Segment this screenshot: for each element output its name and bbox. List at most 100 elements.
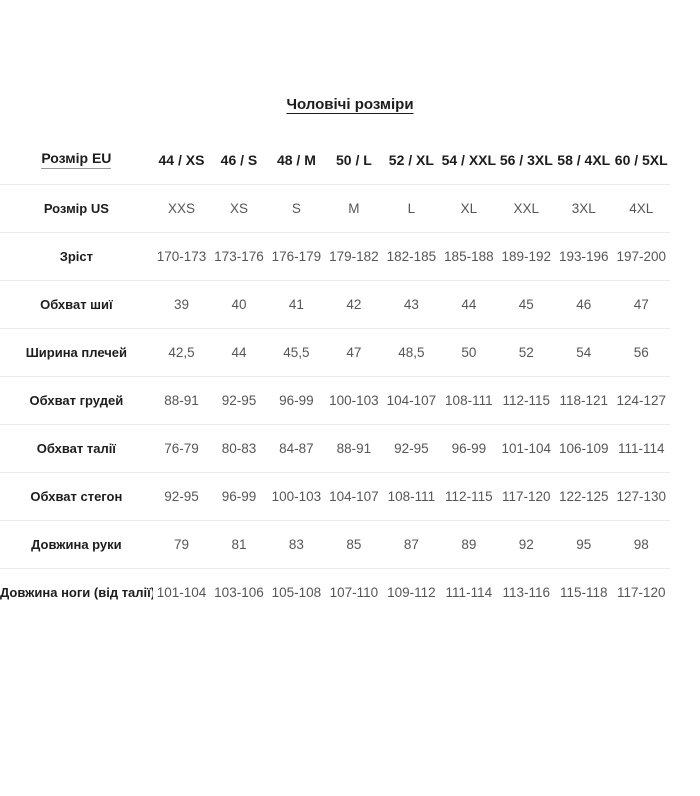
- column-header-size: 58 / 4XL: [557, 151, 611, 168]
- row-label: Обхват шиї: [40, 296, 113, 312]
- mens-sizes-title-link[interactable]: Чоловічі розміри: [286, 96, 414, 113]
- size-value: 109-112: [387, 584, 436, 600]
- size-value: 112-115: [502, 392, 551, 408]
- size-value: 84-87: [279, 440, 314, 456]
- size-value: 89: [461, 536, 477, 552]
- column-header-size: 52 / XL: [388, 151, 434, 168]
- size-value: 40: [231, 296, 247, 312]
- table-row: Обхват шиї 39 40 41 42 43 44 45 46 47: [0, 280, 670, 328]
- size-value: 96-99: [451, 440, 487, 456]
- size-value: 108-111: [445, 392, 493, 408]
- size-value: 46: [576, 296, 592, 312]
- size-value: 112-115: [445, 488, 493, 504]
- size-value: 176-179: [271, 248, 322, 264]
- row-label: Розмір US: [43, 200, 109, 216]
- size-value: 3XL: [571, 200, 596, 216]
- size-value: 189-192: [501, 248, 552, 264]
- column-header-size: 48 / M: [276, 151, 316, 168]
- size-value: 117-120: [616, 584, 666, 600]
- size-chart-container: Розмір EU 44 / XS 46 / S 48 / M 50 / L 52 / …: [0, 136, 700, 616]
- size-value: 105-108: [271, 584, 322, 600]
- size-value: 170-173: [156, 248, 207, 264]
- size-value: 108-111: [387, 488, 436, 504]
- table-row: Довжина руки 79 81 83 85 87 89 92 95 98: [0, 520, 670, 568]
- size-value: 56: [633, 344, 649, 360]
- size-value: 50: [461, 344, 477, 360]
- size-value: 43: [403, 296, 419, 312]
- column-header-size: 50 / L: [335, 151, 372, 168]
- size-value: 98: [633, 536, 649, 552]
- size-value: 111-114: [445, 584, 493, 600]
- row-label: Зріст: [59, 248, 94, 264]
- size-value: 193-196: [558, 248, 609, 264]
- size-value: 197-200: [616, 248, 667, 264]
- size-value: XXS: [167, 200, 195, 216]
- column-header-size: 54 / XXL: [441, 151, 497, 168]
- size-value: 47: [346, 344, 362, 360]
- size-value: L: [407, 200, 416, 216]
- column-header-size: 56 / 3XL: [499, 151, 553, 168]
- row-label: Довжина ноги (від талії): [0, 584, 153, 600]
- size-value: 85: [346, 536, 362, 552]
- size-value: 52: [518, 344, 534, 360]
- size-value: 173-176: [214, 248, 264, 264]
- size-value: 83: [288, 536, 304, 552]
- size-eu-link[interactable]: Розмір EU: [41, 150, 112, 170]
- size-value: 44: [461, 296, 477, 312]
- row-label: Обхват талії: [36, 440, 116, 456]
- size-value: 96-99: [279, 392, 314, 408]
- table-row: Обхват талії 76-79 80-83 84-87 88-91 92-95 96-…: [0, 424, 670, 472]
- size-value: 179-182: [329, 248, 379, 264]
- size-value: 88-91: [336, 440, 372, 456]
- size-value: XXL: [513, 200, 540, 216]
- size-value: 107-110: [329, 584, 379, 600]
- size-value: 54: [576, 344, 592, 360]
- table-row: Довжина ноги (від талії) 101-104 103-106 10…: [0, 568, 670, 616]
- row-label: Обхват стегон: [30, 488, 123, 504]
- page-title: Чоловічі розміри: [0, 96, 700, 113]
- size-value: 185-188: [444, 248, 494, 264]
- size-value: 95: [576, 536, 592, 552]
- size-value: 104-107: [386, 392, 437, 408]
- size-value: 103-106: [214, 584, 264, 600]
- size-value: XL: [460, 200, 478, 216]
- size-value: 92-95: [394, 440, 429, 456]
- size-value: 48,5: [398, 344, 425, 360]
- table-row: Зріст 170-173 173-176 176-179 179-182 182-185…: [0, 232, 670, 280]
- size-value: 118-121: [559, 392, 609, 408]
- size-value: 80-83: [221, 440, 257, 456]
- size-value: 124-127: [616, 392, 667, 408]
- column-header-size: 46 / S: [220, 151, 258, 168]
- size-value: 127-130: [616, 488, 667, 504]
- size-value: 100-103: [329, 392, 379, 408]
- size-value: 41: [288, 296, 304, 312]
- size-value: 79: [173, 536, 189, 552]
- size-value: 81: [231, 536, 247, 552]
- table-row: Обхват стегон 92-95 96-99 100-103 104-107 108…: [0, 472, 670, 520]
- size-value: 182-185: [386, 248, 437, 264]
- size-value: 106-109: [558, 440, 609, 456]
- size-value: 45: [518, 296, 534, 312]
- size-value: 117-120: [502, 488, 551, 504]
- header-label-cell: Розмір EU: [0, 136, 153, 184]
- column-header-size: 60 / 5XL: [614, 151, 668, 168]
- size-value: 42: [346, 296, 362, 312]
- row-label: Обхват грудей: [29, 392, 124, 408]
- size-value: XS: [229, 200, 248, 216]
- size-value: 101-104: [501, 440, 552, 456]
- size-chart-table: Розмір EU 44 / XS 46 / S 48 / M 50 / L 52 / …: [0, 136, 670, 616]
- size-value: 122-125: [558, 488, 609, 504]
- size-value: 104-107: [329, 488, 379, 504]
- size-value: 42,5: [168, 344, 195, 360]
- size-value: 111-114: [617, 440, 665, 456]
- size-value: 113-116: [502, 584, 551, 600]
- column-header-size: 44 / XS: [158, 151, 205, 168]
- table-row: Обхват грудей 88-91 92-95 96-99 100-103 104-1…: [0, 376, 670, 424]
- size-value: 115-118: [559, 584, 608, 600]
- size-value: 101-104: [156, 584, 207, 600]
- size-value: 47: [633, 296, 649, 312]
- size-value: 87: [403, 536, 419, 552]
- table-header-row: Розмір EU 44 / XS 46 / S 48 / M 50 / L 52 / …: [0, 136, 670, 184]
- size-value: 100-103: [271, 488, 322, 504]
- table-row: Розмір US XXS XS S M L XL XXL 3XL 4XL: [0, 184, 670, 232]
